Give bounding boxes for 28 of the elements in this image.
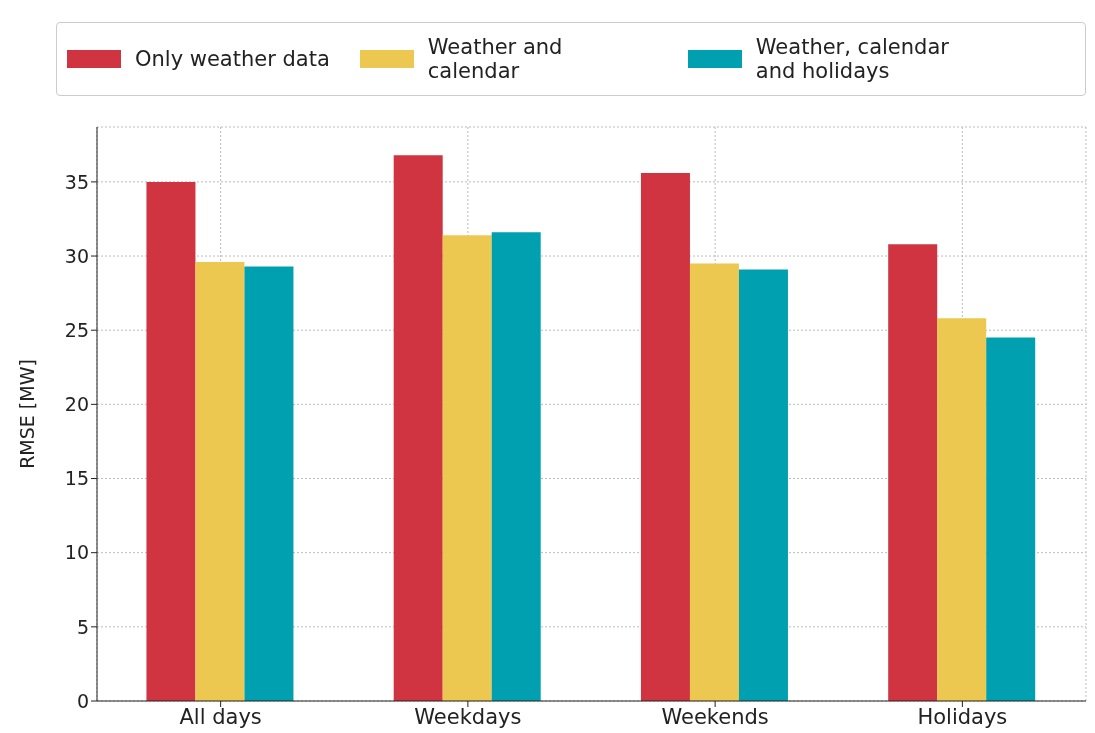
- bar: [986, 337, 1036, 701]
- legend-label: Only weather data: [135, 47, 330, 71]
- y-axis-title: RMSE [MW]: [15, 359, 38, 469]
- x-tick-label: All days: [179, 704, 262, 729]
- y-tick-label: 20: [64, 393, 89, 416]
- y-tick-label: 35: [64, 170, 89, 193]
- bar: [888, 244, 938, 701]
- bar: [393, 155, 443, 701]
- bar: [491, 232, 541, 701]
- y-tick-label: 5: [76, 615, 89, 638]
- legend-label: Weather, calendar and holidays: [755, 35, 950, 83]
- bar: [244, 266, 294, 701]
- legend-label: Weather and calendar: [427, 35, 564, 83]
- x-tick-label: Weekdays: [414, 704, 522, 729]
- bar: [937, 318, 987, 701]
- bar: [689, 263, 739, 701]
- y-tick-label: 15: [64, 467, 89, 490]
- bar: [640, 172, 690, 701]
- x-tick-label: Holidays: [917, 704, 1008, 729]
- bar: [146, 181, 196, 701]
- y-tick-label: 10: [64, 541, 89, 564]
- y-tick-label: 30: [64, 244, 89, 267]
- bar: [442, 235, 492, 701]
- y-tick-label: 0: [76, 689, 89, 712]
- x-tick-label: Weekends: [661, 704, 769, 729]
- y-tick-label: 25: [64, 318, 89, 341]
- bar: [195, 261, 245, 701]
- bar: [738, 269, 788, 701]
